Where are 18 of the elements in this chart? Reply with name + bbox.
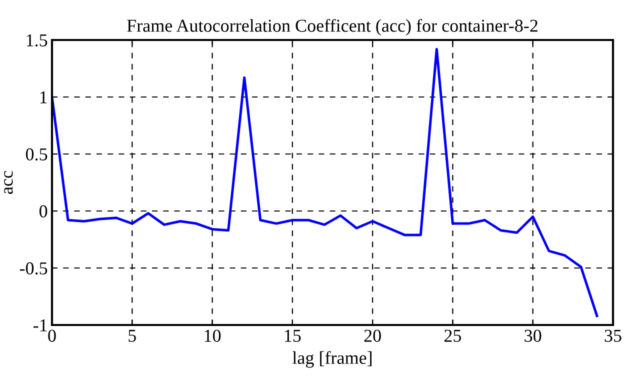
y-tick-label: 1 [40,91,47,104]
x-tick-label: 0 [48,330,56,342]
y-axis-title: acc [4,171,13,194]
chart-title: Frame Autocorrelation Coefficent (acc) for container-8-2 [127,18,538,36]
line-series [52,48,598,318]
y-tick-label: -1 [33,319,47,332]
x-tick-label: 15 [284,330,301,342]
x-tick-label: 25 [444,330,462,342]
x-tick-label: 35 [604,330,622,342]
y-tick-label: 1.5 [26,34,48,47]
x-tick-label: 20 [364,330,381,342]
y-tick-label: 0 [39,205,48,218]
x-axis-title: lag [frame] [292,351,372,368]
y-tick-label: 0.5 [26,148,48,161]
y-tick-label: -0.5 [20,262,48,275]
x-tick-label: 10 [204,330,221,342]
x-tick-label: 30 [524,330,542,342]
x-tick-label: 5 [128,330,136,342]
